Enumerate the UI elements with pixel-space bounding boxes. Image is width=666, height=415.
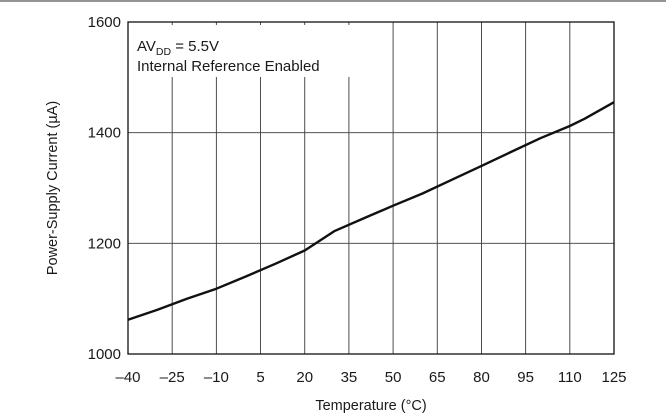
x-tick-label: 5 bbox=[256, 369, 264, 386]
y-tick-label: 1600 bbox=[88, 14, 121, 31]
x-tick-label: 20 bbox=[296, 369, 313, 386]
annotation: AVDD = 5.5V Internal Reference Enabled bbox=[131, 25, 371, 77]
y-tick-labels: 1000 1200 1400 1600 bbox=[88, 14, 121, 363]
x-tick-label: –25 bbox=[160, 369, 185, 386]
x-tick-label: 110 bbox=[558, 369, 582, 386]
x-tick-label: 80 bbox=[473, 369, 490, 386]
x-tick-label: 50 bbox=[385, 369, 402, 386]
annotation-line-2: Internal Reference Enabled bbox=[137, 58, 320, 75]
plot-frame bbox=[127, 21, 615, 355]
x-tick-label: –40 bbox=[115, 369, 140, 386]
x-axis-label: Temperature (°C) bbox=[315, 398, 426, 414]
x-tick-label: 65 bbox=[429, 369, 446, 386]
annotation-box bbox=[131, 25, 371, 77]
series-line bbox=[127, 101, 615, 321]
grid bbox=[128, 22, 614, 354]
x-tick-label: 35 bbox=[341, 369, 358, 386]
y-tick-label: 1000 bbox=[88, 346, 121, 363]
y-axis-label: Power-Supply Current (µA) bbox=[45, 101, 61, 275]
x-tick-labels: –40 –25 –10 5 20 35 50 65 80 95 110 125 bbox=[115, 369, 626, 386]
x-tick-label: –10 bbox=[204, 369, 229, 386]
annotation-line-1: AVDD = 5.5V bbox=[137, 38, 219, 58]
y-tick-label: 1400 bbox=[88, 125, 121, 142]
x-tick-label: 125 bbox=[601, 369, 626, 386]
y-tick-label: 1200 bbox=[88, 235, 121, 252]
x-tick-label: 95 bbox=[517, 369, 534, 386]
